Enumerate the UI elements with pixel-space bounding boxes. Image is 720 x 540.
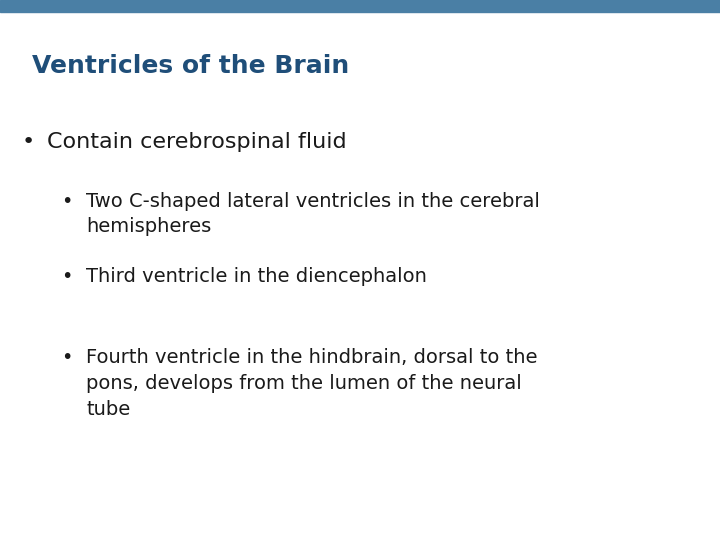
Text: Contain cerebrospinal fluid: Contain cerebrospinal fluid (47, 132, 346, 152)
Text: Fourth ventricle in the hindbrain, dorsal to the
pons, develops from the lumen o: Fourth ventricle in the hindbrain, dorsa… (86, 348, 538, 419)
Text: •: • (61, 267, 73, 286)
Text: Third ventricle in the diencephalon: Third ventricle in the diencephalon (86, 267, 427, 286)
Text: Two C-shaped lateral ventricles in the cerebral
hemispheres: Two C-shaped lateral ventricles in the c… (86, 192, 540, 237)
Text: •: • (61, 192, 73, 211)
Text: •: • (61, 348, 73, 367)
Text: •: • (22, 132, 35, 152)
Text: Ventricles of the Brain: Ventricles of the Brain (32, 54, 350, 78)
